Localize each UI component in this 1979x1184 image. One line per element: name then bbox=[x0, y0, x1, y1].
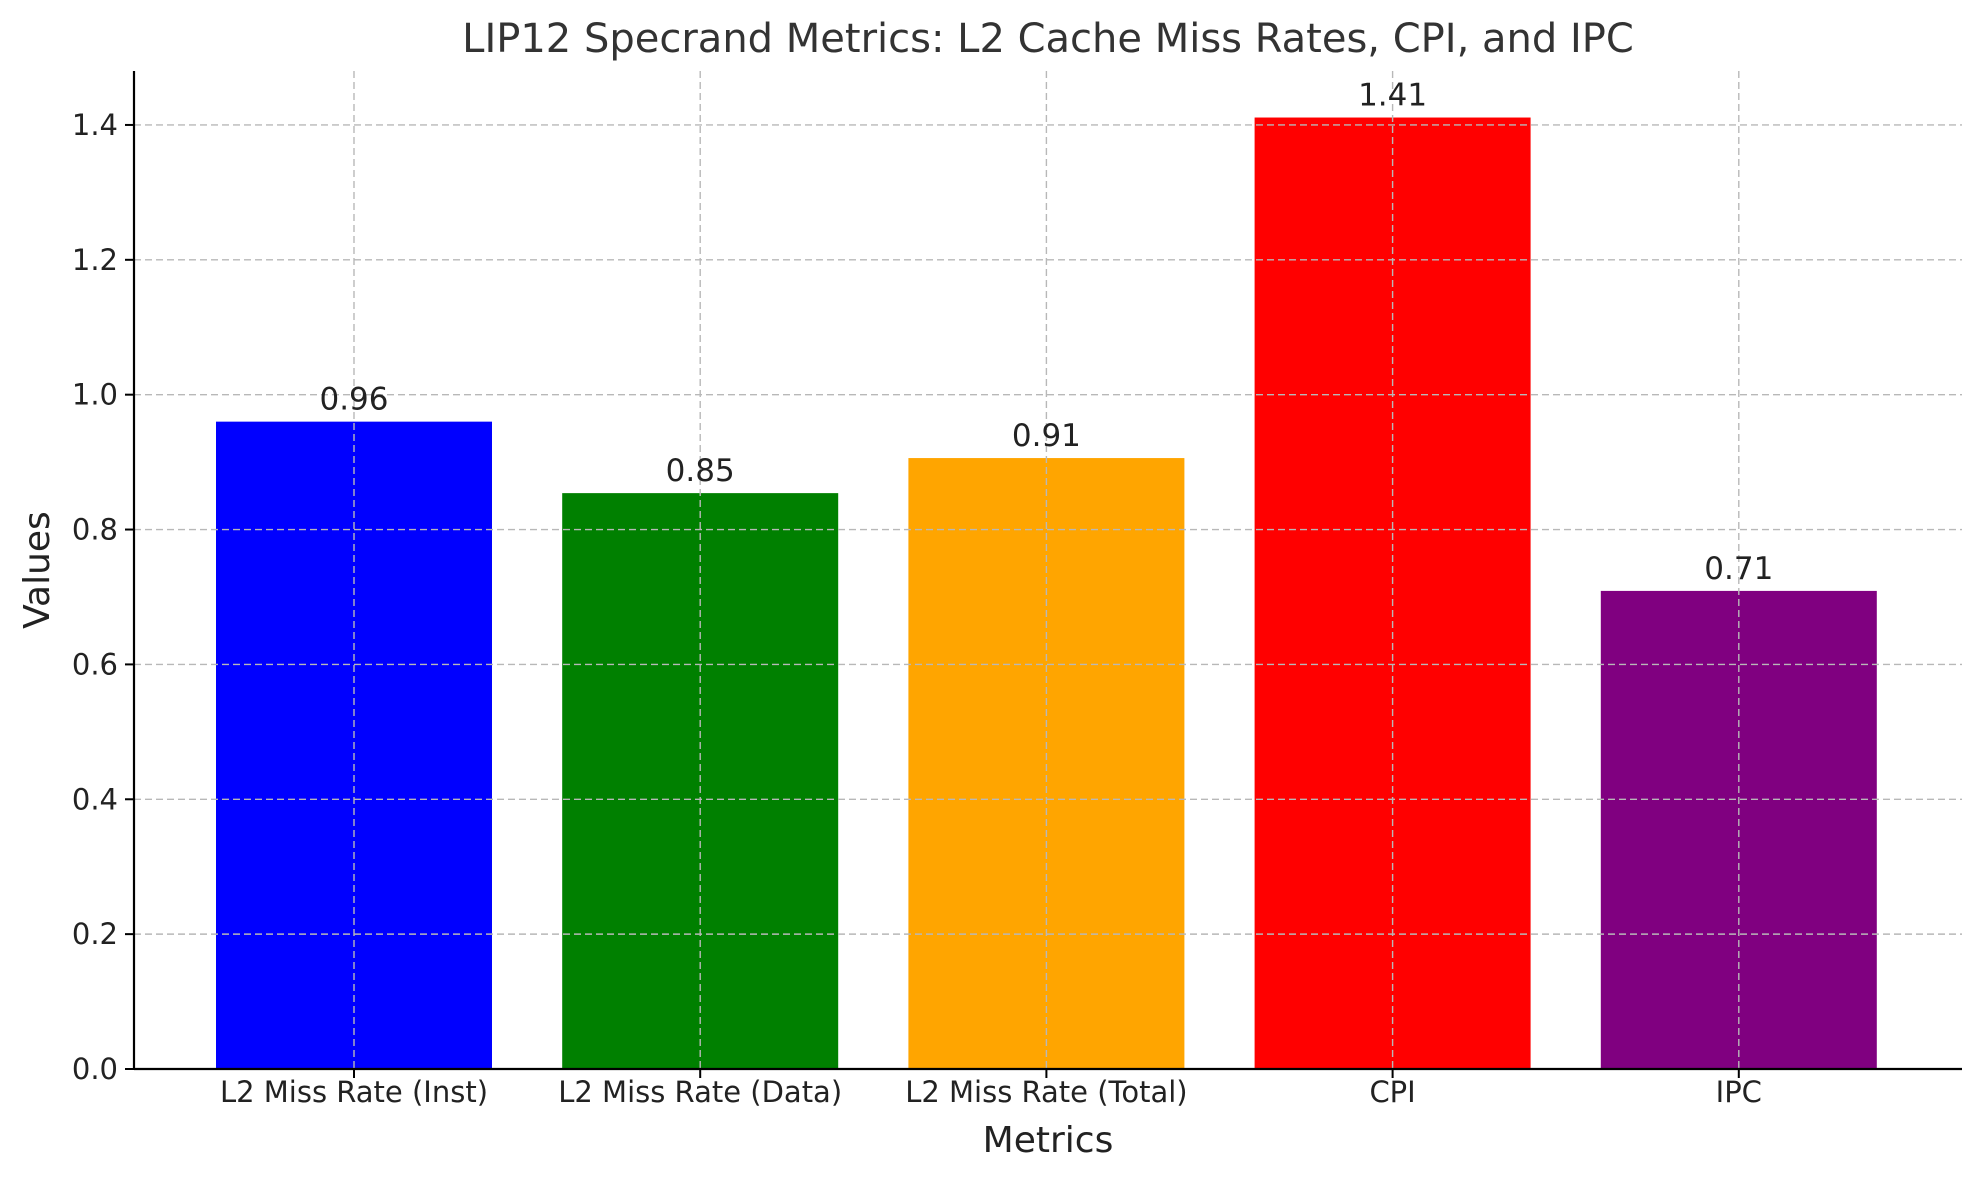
x-tick-label: L2 Miss Rate (Inst) bbox=[220, 1075, 488, 1109]
y-tick-label: 1.0 bbox=[72, 378, 118, 412]
y-tick-label: 0.8 bbox=[72, 513, 118, 547]
y-tick-label: 0.0 bbox=[72, 1052, 118, 1086]
bar-value-label: 0.96 bbox=[319, 382, 388, 418]
x-tick-label: L2 Miss Rate (Data) bbox=[558, 1075, 842, 1109]
grid-layer bbox=[134, 71, 1962, 1069]
axis-layer: 0.0 0.2 0.4 0.6 0.8 1.0 1.2 1.4 L2 Miss Rate (In… bbox=[72, 71, 1962, 1109]
bar-value-label: 0.85 bbox=[666, 453, 735, 489]
x-tick-label: IPC bbox=[1716, 1075, 1762, 1109]
bar-value-label: 1.41 bbox=[1358, 78, 1427, 114]
y-tick-label: 0.4 bbox=[72, 782, 118, 816]
bar-value-label: 0.71 bbox=[1704, 551, 1773, 587]
y-tick-label: 0.6 bbox=[72, 647, 118, 681]
x-axis-label: Metrics bbox=[983, 1120, 1114, 1161]
label-layer: 0.96 0.85 0.91 1.41 0.71 bbox=[319, 78, 1773, 587]
y-axis-label: Values bbox=[17, 511, 58, 629]
x-tick-label: CPI bbox=[1369, 1075, 1415, 1109]
y-tick-label: 0.2 bbox=[72, 917, 118, 951]
chart-title: LIP12 Specrand Metrics: L2 Cache Miss Ra… bbox=[462, 16, 1634, 62]
bar-value-label: 0.91 bbox=[1012, 418, 1081, 454]
y-tick-label: 1.2 bbox=[72, 243, 118, 277]
x-tick-label: L2 Miss Rate (Total) bbox=[905, 1075, 1187, 1109]
y-tick-label: 1.4 bbox=[72, 108, 118, 142]
